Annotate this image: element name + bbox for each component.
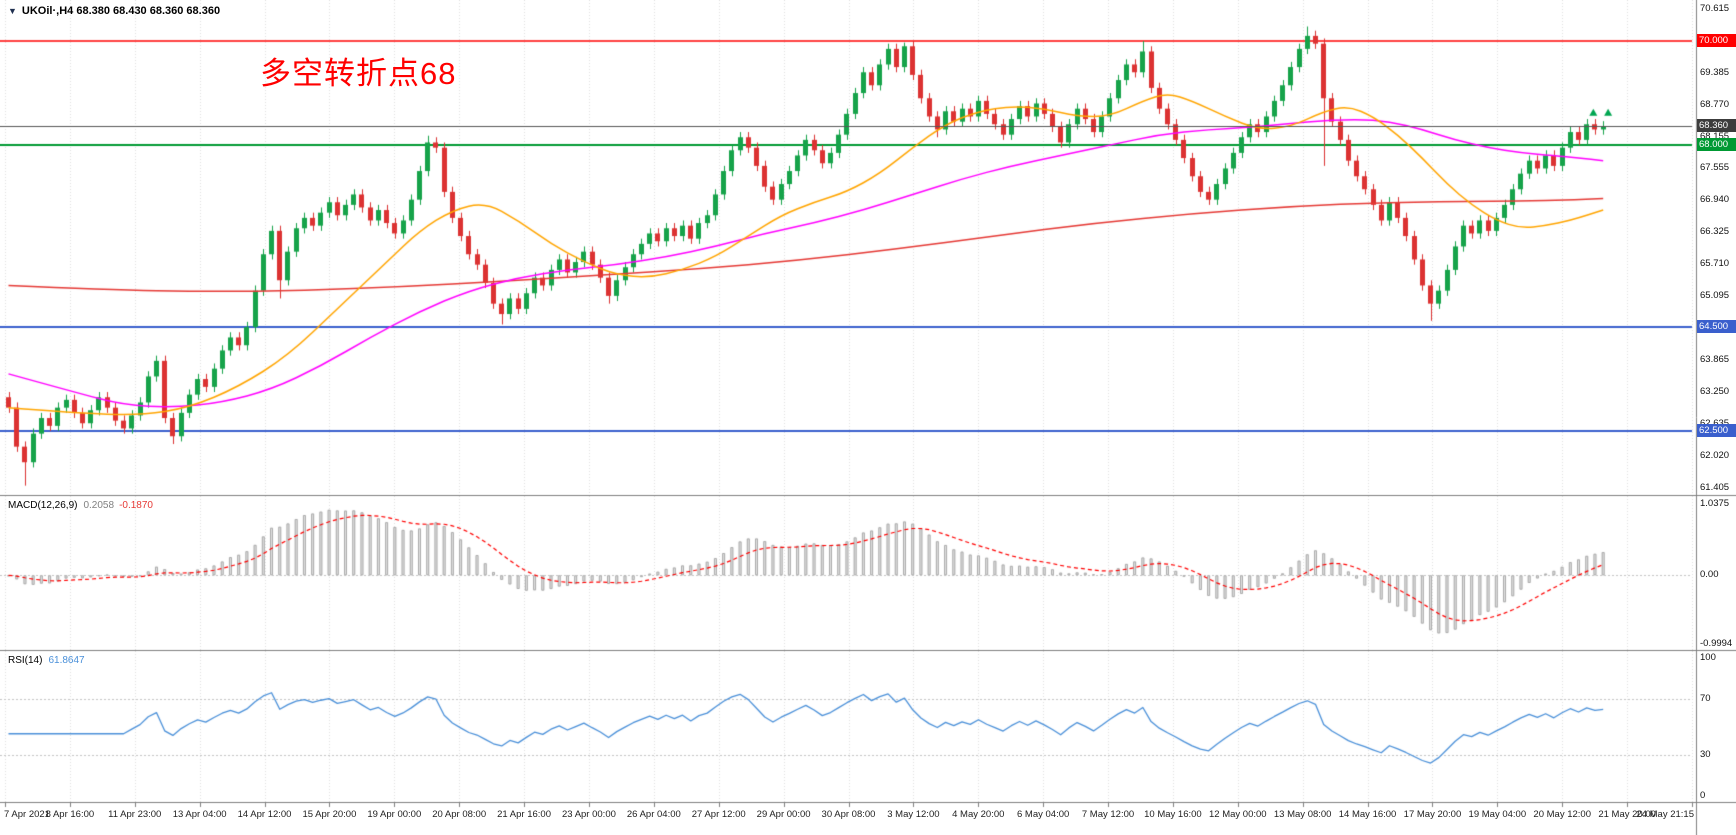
price-tick-label: 66.325 — [1700, 226, 1730, 238]
time-tick-label: 19 Apr 00:00 — [367, 809, 422, 820]
macd-label: MACD(12,26,9) 0.2058 -0.1870 — [8, 500, 153, 511]
time-tick-label: 21 Apr 16:00 — [497, 809, 552, 820]
price-line-label: 70.000 — [1697, 34, 1736, 48]
time-tick-label: 23 Apr 00:00 — [562, 809, 616, 820]
rsi-name: RSI(14) — [8, 655, 43, 666]
price-line-label: 62.500 — [1697, 424, 1736, 438]
time-tick-label: 7 Apr 2021 — [4, 809, 50, 820]
time-tick-label: 30 Apr 08:00 — [821, 809, 876, 820]
symbol-title: UKOil·,H4 — [21, 5, 74, 17]
chart-header: ▼ UKOil·,H4 68.380 68.430 68.360 68.360 — [8, 5, 220, 17]
macd-axis-label: -0.9994 — [1700, 638, 1733, 649]
time-tick-label: 13 May 08:00 — [1273, 809, 1332, 820]
time-tick-label: 14 May 16:00 — [1338, 809, 1397, 820]
time-tick-label: 15 Apr 20:00 — [302, 809, 357, 820]
rsi-axis-label: 30 — [1700, 748, 1711, 760]
rsi-axis-label: 100 — [1700, 652, 1716, 663]
time-tick-label: 24 May 21:15 — [1636, 809, 1694, 820]
rsi-label: RSI(14) 61.8647 — [8, 655, 85, 666]
rsi-axis-label: 0 — [1700, 790, 1706, 801]
time-tick-label: 4 May 20:00 — [952, 809, 1005, 820]
rsi-panel[interactable] — [0, 651, 1696, 802]
price-tick-label: 61.405 — [1700, 481, 1730, 493]
macd-value-main: 0.2058 — [83, 500, 115, 511]
macd-value-signal: -0.1870 — [119, 500, 153, 511]
time-tick-label: 20 Apr 08:00 — [432, 809, 487, 820]
price-tick-label: 70.615 — [1700, 3, 1730, 15]
time-tick-label: 21 May 20:00 — [1598, 809, 1656, 820]
time-tick-label: 10 May 16:00 — [1144, 809, 1202, 820]
rsi-value: 61.8647 — [48, 655, 85, 666]
macd-axis-label: 0.00 — [1700, 569, 1719, 581]
price-tick-label: 65.095 — [1700, 290, 1730, 302]
time-tick-label: 29 Apr 00:00 — [756, 809, 811, 820]
main-chart-panel[interactable] — [0, 0, 1696, 495]
price-tick-label: 65.710 — [1700, 258, 1730, 270]
macd-name: MACD(12,26,9) — [8, 500, 78, 511]
macd-axis-label: 1.0375 — [1700, 498, 1730, 509]
time-tick-label: 19 May 04:00 — [1468, 809, 1527, 820]
time-tick-label: 20 May 12:00 — [1533, 809, 1592, 820]
price-tick-label: 69.385 — [1700, 67, 1730, 79]
price-tick-label: 62.020 — [1700, 450, 1730, 461]
time-tick-label: 27 Apr 12:00 — [691, 809, 746, 820]
price-tick-label: 68.155 — [1700, 131, 1730, 142]
time-tick-label: 11 Apr 23:00 — [108, 809, 162, 820]
time-tick-label: 3 May 12:00 — [887, 809, 940, 820]
time-tick-label: 17 May 20:00 — [1403, 809, 1462, 820]
time-tick-label: 8 Apr 16:00 — [45, 809, 95, 820]
price-tick-label: 68.770 — [1700, 99, 1730, 111]
time-tick-label: 7 May 12:00 — [1081, 809, 1135, 820]
annotation-text: 多空转折点68 — [260, 56, 457, 91]
rsi-axis-label: 70 — [1700, 693, 1711, 705]
time-tick-label: 6 May 04:00 — [1016, 809, 1070, 820]
price-tick-label: 63.250 — [1700, 386, 1730, 398]
symbol-dropdown-icon[interactable]: ▼ — [8, 6, 17, 16]
time-tick-label: 13 Apr 04:00 — [172, 809, 227, 820]
price-line-label: 64.500 — [1697, 320, 1736, 334]
price-tick-label: 62.635 — [1700, 418, 1736, 430]
price-tick-label: 63.865 — [1700, 354, 1730, 366]
macd-panel[interactable] — [0, 496, 1696, 650]
bid-price-label: 68.360 — [1697, 119, 1736, 133]
price-line-label: 68.000 — [1697, 138, 1736, 152]
time-tick-label: 12 May 00:00 — [1209, 809, 1267, 820]
price-tick-label: 66.940 — [1700, 194, 1730, 206]
time-tick-label: 26 Apr 04:00 — [626, 809, 681, 820]
time-tick-label: 14 Apr 12:00 — [237, 809, 292, 820]
ohlc-values: 68.380 68.430 68.360 68.360 — [76, 5, 221, 17]
price-tick-label: 67.555 — [1700, 162, 1730, 174]
